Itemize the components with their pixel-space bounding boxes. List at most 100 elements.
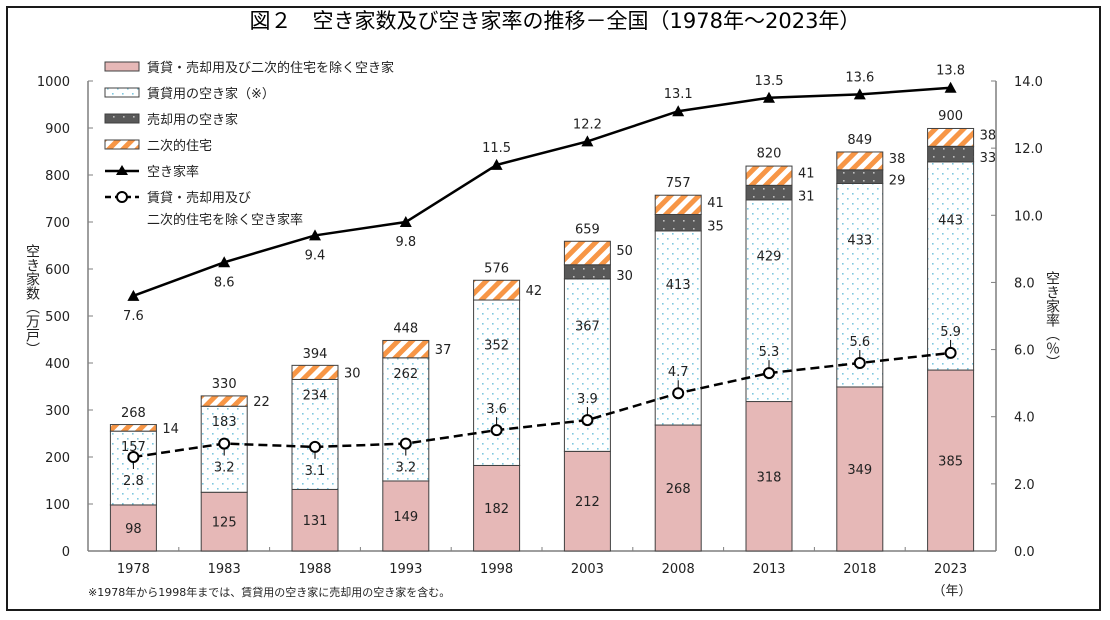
bar-segment-secondary [927,127,975,147]
marker-triangle [944,81,957,93]
legend-label: 二次的住宅を除く空き家率 [147,212,303,228]
marker-circle [672,387,685,400]
legend-item-other-vacant: 賃貸・売却用及び二次的住宅を除く空き家 [104,60,394,76]
labels: 98 157 14 268 125 183 22 330 131 234 30 394 149 262 37… [121,64,996,537]
y-tick-label-left: 400 [45,357,70,372]
rate-value-label: 12.2 [573,117,602,132]
marker-triangle [490,158,503,170]
bar-value-label: 38 [889,152,906,167]
legend-swatch [104,87,140,98]
x-tick-label: 1998 [480,562,513,577]
y-tick-label-right: 14.0 [1014,75,1043,90]
bar-total-label: 394 [303,347,328,362]
y-tick-label-left: 600 [45,263,70,278]
lines [127,81,957,469]
y-tick-label-left: 300 [45,404,70,419]
chart-title: 図２ 空き家数及び空き家率の推移－全国（1978年～2023年） [250,9,861,33]
legend-label: 賃貸用の空き家（※） [147,86,275,102]
y-tick-label-right: 4.0 [1014,411,1035,426]
bar-segment-other-vacant [291,488,339,552]
bar-segment-secondary [291,364,339,380]
bar-value-label: 22 [253,395,270,410]
x-tick-label: 1988 [298,562,331,577]
bar-value-label: 349 [847,463,872,478]
y-tick-label-right: 2.0 [1014,478,1035,493]
bar-total-label: 849 [847,133,872,148]
bar-segment-secondary [563,240,611,266]
legend-label: 売却用の空き家 [147,112,238,128]
rate-value-label: 13.8 [936,64,965,79]
bar-value-label: 41 [798,167,815,182]
bar-total-label: 757 [666,176,691,191]
rate2-value-label: 3.6 [486,402,507,417]
bar-value-label: 182 [484,502,509,517]
y-tick-label-left: 200 [45,451,70,466]
bar-value-label: 183 [212,415,237,430]
rate-value-label: 7.6 [123,309,144,324]
bar-value-label: 367 [575,320,600,335]
y-tick-label-left: 100 [45,498,70,513]
marker-circle [763,367,775,380]
bar-value-label: 50 [616,244,633,259]
marker-circle [218,437,231,450]
marker-circle [309,440,321,453]
x-tick-label: 1978 [117,562,150,577]
marker-triangle [309,229,321,241]
rate-value-label: 13.5 [755,74,784,89]
bar-total-label: 900 [938,109,963,124]
bar-value-label: 268 [666,482,691,497]
bar-segment-other-vacant [382,480,430,552]
bar-total-label: 330 [212,377,237,392]
bar-value-label: 30 [344,366,361,381]
y-tick-label-left: 500 [45,310,70,325]
bar-value-label: 212 [575,495,600,510]
bar-segment-secondary [200,395,248,407]
y-axis-title-left: 空き家数（万戸） [24,244,40,356]
legend-label: 二次的住宅 [147,138,212,154]
marker-triangle [399,216,412,227]
bar-segment-other-vacant [745,401,793,552]
bar-value-label: 29 [889,174,906,189]
rate2-value-label: 5.6 [849,335,870,350]
marker-triangle [672,105,685,117]
bar-value-label: 385 [938,455,963,470]
bar-value-label: 352 [484,339,509,354]
bar-value-label: 35 [707,220,724,235]
legend-swatch [104,139,140,150]
x-tick-label: 2013 [752,562,785,577]
x-tick-label: 1983 [208,562,241,577]
x-tick-label: 1993 [389,562,422,577]
y-axis-title-right: 空き家率（％） [1044,271,1060,369]
bar-value-label: 30 [616,269,633,284]
bar-value-label: 149 [393,510,418,525]
legend-swatch-triangle [116,165,128,175]
legend-item-secondary: 二次的住宅 [104,138,212,154]
marker-circle [490,424,503,437]
line-other-vacancy-rate [133,351,951,459]
legend-item-vacancy-rate: 空き家率 [105,164,199,180]
marker-triangle [218,256,231,268]
bar-value-label: 318 [757,470,782,485]
bar-segment-other-vacant [836,386,884,552]
x-axis-unit: （年） [932,584,971,599]
rate2-value-label: 4.7 [668,365,689,380]
y-tick-label-right: 10.0 [1014,209,1043,224]
bar-segment-secondary [109,424,157,432]
bar-value-label: 262 [393,367,418,382]
bar-segment-other-vacant [654,424,702,552]
rate-value-label: 13.6 [845,70,874,85]
bar-segment-rental [836,182,884,388]
bar-value-label: 41 [707,196,724,211]
marker-triangle [127,289,140,301]
marker-triangle [763,91,775,103]
legend-swatch [104,61,140,72]
bar-total-label: 659 [575,222,600,237]
rate2-value-label: 3.9 [577,392,598,407]
legend-label: 空き家率 [147,164,199,180]
bar-value-label: 98 [125,522,142,537]
bar-total-label: 448 [393,321,418,336]
bar-segment-secondary [473,279,521,301]
rate-value-label: 8.6 [214,275,235,290]
